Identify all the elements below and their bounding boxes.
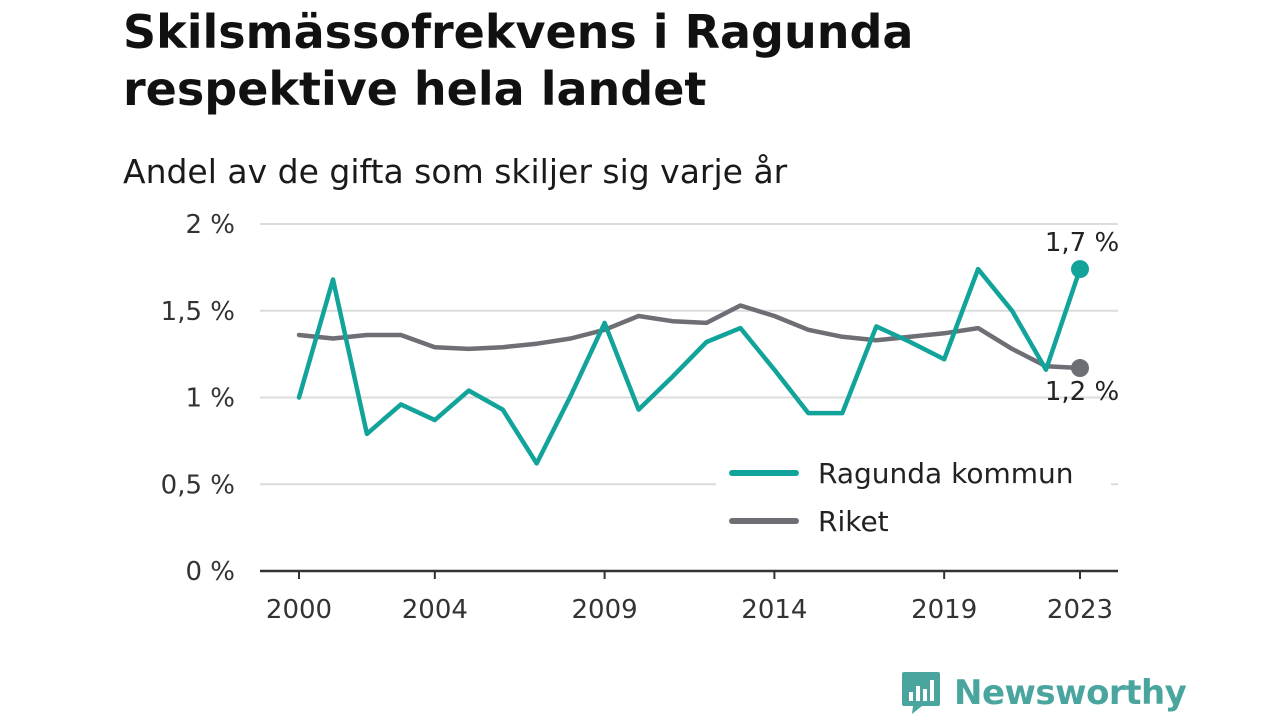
series-line-riket	[296, 303, 1083, 371]
x-tick-label: 2023	[1047, 595, 1113, 625]
y-tick-label: 0 %	[185, 557, 235, 587]
x-tick-label: 2004	[402, 595, 468, 625]
legend-label: Riket	[818, 505, 889, 538]
x-tick-label: 2019	[911, 595, 977, 625]
y-tick-label: 0,5 %	[161, 470, 235, 500]
y-tick-label: 1 %	[185, 384, 235, 414]
y-tick-label: 2 %	[185, 210, 235, 240]
brand-logo: Newsworthy	[900, 670, 1187, 716]
brand-name: Newsworthy	[954, 673, 1187, 713]
legend-label: Ragunda kommun	[818, 457, 1074, 490]
chart-title: Skilsmässofrekvens i Ragunda respektive …	[123, 5, 914, 116]
x-tick-label: 2009	[572, 595, 638, 625]
x-tick-label: 2014	[741, 595, 807, 625]
end-marker	[1071, 359, 1089, 378]
x-tick-label: 2000	[266, 595, 332, 625]
series-line-ragunda-kommun	[296, 266, 1083, 466]
legend-background	[716, 447, 1111, 547]
end-label: 1,2 %	[1045, 377, 1119, 407]
newsworthy-logo-icon	[902, 672, 940, 714]
end-label: 1,7 %	[1045, 228, 1119, 258]
chart-subtitle: Andel av de gifta som skiljer sig varje …	[123, 152, 788, 191]
y-tick-label: 1,5 %	[161, 297, 235, 327]
end-marker	[1071, 260, 1089, 279]
